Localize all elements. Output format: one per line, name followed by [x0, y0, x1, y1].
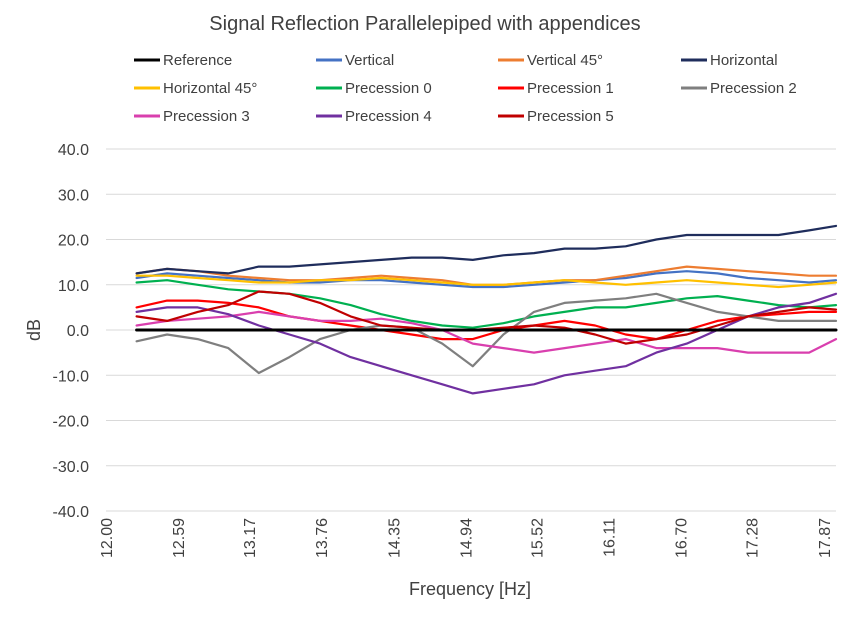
x-tick-label: 12.59 — [171, 518, 188, 558]
legend-item: Precession 2 — [681, 80, 797, 97]
y-axis-title: dB — [24, 319, 44, 341]
series-line-precession-1 — [135, 299, 838, 341]
series-line-precession-3 — [135, 310, 838, 354]
legend-item: Vertical — [316, 52, 394, 69]
x-tick-label: 16.11 — [602, 518, 619, 557]
y-tick-label: 30.0 — [58, 187, 89, 204]
legend-label: Vertical 45° — [527, 52, 603, 69]
series-line-precession-0 — [135, 279, 838, 329]
x-tick-label: 13.17 — [242, 518, 259, 558]
legend-item: Precession 1 — [498, 80, 614, 97]
series-line-vertical — [135, 270, 838, 289]
legend-label: Precession 5 — [527, 108, 614, 125]
legend-label: Precession 2 — [710, 80, 797, 97]
x-tick-label: 13.76 — [314, 518, 331, 558]
x-tick-label: 12.00 — [99, 518, 116, 558]
x-tick-label: 15.52 — [529, 518, 546, 558]
legend-label: Precession 3 — [163, 108, 250, 125]
x-axis-title: Frequency [Hz] — [409, 579, 531, 599]
legend-item: Precession 3 — [134, 108, 250, 125]
chart-title: Signal Reflection Parallelepiped with ap… — [209, 13, 640, 35]
legend-item: Precession 4 — [316, 108, 432, 125]
series-line-horizontal — [135, 224, 838, 275]
legend-item: Horizontal — [681, 52, 778, 69]
x-tick-label: 14.94 — [458, 518, 475, 558]
series-line-precession-2 — [135, 292, 838, 375]
y-tick-label: -10.0 — [53, 368, 90, 385]
y-tick-label: 40.0 — [58, 142, 89, 159]
legend-label: Precession 0 — [345, 80, 432, 97]
legend-item: Reference — [134, 52, 232, 69]
legend-label: Vertical — [345, 52, 394, 69]
x-tick-label: 14.35 — [386, 518, 403, 558]
y-tick-label: 0.0 — [67, 323, 89, 340]
series-line-horizontal-45 — [135, 274, 838, 289]
legend: Reference Vertical Vertical 45° Horizontal H… — [134, 52, 797, 125]
plot-area — [135, 224, 838, 395]
y-tick-label: -40.0 — [53, 504, 90, 521]
legend-item: Horizontal 45° — [134, 80, 257, 97]
legend-label: Precession 1 — [527, 80, 614, 97]
legend-label: Reference — [163, 52, 232, 69]
legend-label: Horizontal 45° — [163, 80, 257, 97]
y-axis-ticks: 40.0 30.0 20.0 10.0 0.0 -10.0 -20.0 -30.0 -40.0 — [53, 142, 90, 521]
y-tick-label: -20.0 — [53, 414, 90, 431]
x-tick-label: 16.70 — [674, 518, 691, 558]
y-tick-label: 20.0 — [58, 233, 89, 250]
legend-label: Precession 4 — [345, 108, 432, 125]
legend-item: Precession 0 — [316, 80, 432, 97]
y-tick-label: 10.0 — [58, 278, 89, 295]
legend-item: Precession 5 — [498, 108, 614, 125]
x-tick-label: 17.87 — [817, 518, 834, 558]
y-tick-label: -30.0 — [53, 459, 90, 476]
x-axis-ticks: 12.00 12.59 13.17 13.76 14.35 14.94 15.52 16.11… — [99, 518, 834, 558]
legend-label: Horizontal — [710, 52, 778, 69]
series-line-precession-4 — [135, 292, 838, 395]
legend-item: Vertical 45° — [498, 52, 603, 69]
x-tick-label: 17.28 — [745, 518, 762, 558]
